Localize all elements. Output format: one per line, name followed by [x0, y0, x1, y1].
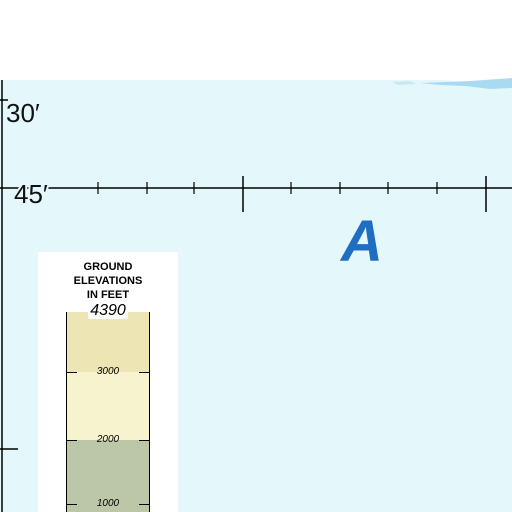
- band-high: [67, 312, 149, 372]
- legend-title-line: ELEVATIONS: [73, 275, 143, 287]
- shoal-area-small: [392, 81, 416, 85]
- legend-tick-label: 3000: [96, 366, 120, 377]
- area-label: A: [339, 209, 383, 274]
- legend-max-value: 4390: [88, 302, 128, 319]
- band-low: [67, 440, 149, 512]
- lat-label-30: 30′: [6, 98, 40, 128]
- graticule-major-ticks: [242, 176, 487, 212]
- legend-tick-label: 2000: [96, 434, 120, 445]
- legend-tick-label: 1000: [96, 498, 120, 509]
- legend-title-line: IN FEET: [86, 289, 130, 301]
- graticule-minor-ticks: [97, 182, 438, 194]
- lat-label-45: 45′: [14, 179, 48, 209]
- elevation-legend: GROUND ELEVATIONS IN FEET 4390 3000 2000…: [38, 252, 178, 512]
- elevation-color-ramp: 4390 3000 2000 1000: [66, 302, 150, 512]
- band-mid: [67, 372, 149, 440]
- legend-title-line: GROUND: [83, 261, 133, 273]
- shoal-area: [420, 78, 512, 89]
- legend-title: GROUND ELEVATIONS IN FEET: [38, 260, 178, 302]
